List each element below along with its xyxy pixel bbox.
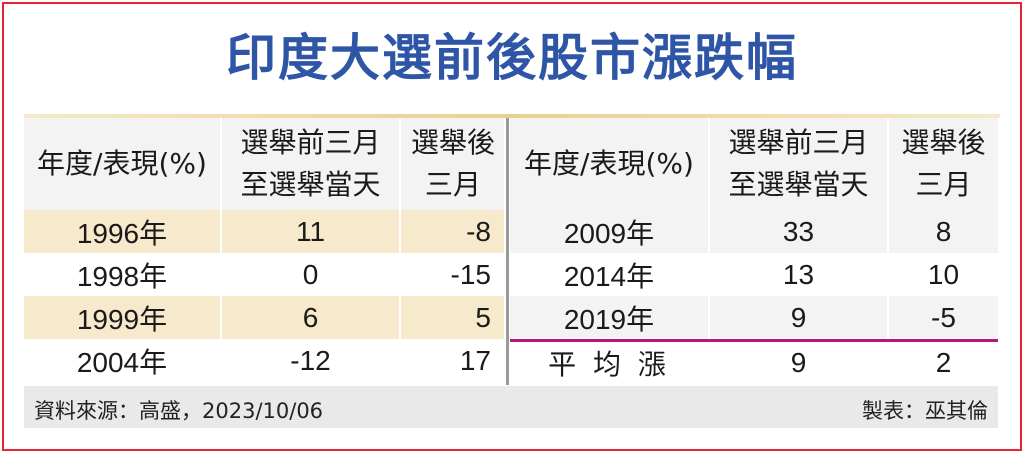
row-shade <box>510 210 998 253</box>
row-shade <box>510 296 998 339</box>
table-cell-year: 2014年 <box>563 260 655 292</box>
table-cell-before: 9 <box>790 346 807 378</box>
table-cell-after: -8 <box>466 215 491 247</box>
title-rule <box>24 114 1000 118</box>
header-before-left-line1: 選舉前三月 <box>240 126 381 159</box>
table-cell-average-label: 平 均 漲 <box>548 347 670 381</box>
footer-bar: 資料來源：高盛，2023/10/06 製表：巫其倫 <box>24 386 998 428</box>
column-separator <box>399 118 401 385</box>
header-after-left-line2: 三月 <box>424 168 481 201</box>
table-cell-year: 2004年 <box>76 347 168 378</box>
header-year-right: 年度/表現(%) <box>524 147 694 180</box>
header-after-left-line1: 選舉後 <box>410 126 495 159</box>
table-cell-before: 13 <box>782 258 815 290</box>
table-cell-before: 9 <box>790 301 807 333</box>
table-cell-after: 8 <box>935 215 952 247</box>
table-cell-after: 17 <box>459 345 491 376</box>
table-cell-before: -12 <box>290 345 331 376</box>
chart-title: 印度大選前後股市漲跌幅 <box>226 29 798 87</box>
table-divider <box>506 118 509 385</box>
header-after-right-line1: 選舉後 <box>901 126 986 159</box>
header-before-right-line2: 至選舉當天 <box>728 168 869 201</box>
column-separator <box>887 118 889 385</box>
header-after-right-line2: 三月 <box>915 168 972 201</box>
table-cell-year: 1998年 <box>76 260 168 292</box>
author-note: 製表：巫其倫 <box>862 399 988 423</box>
table-cell-before: 6 <box>302 301 319 333</box>
header-shade <box>24 118 504 210</box>
table-cell-year: 1999年 <box>76 303 168 335</box>
source-note: 資料來源：高盛，2023/10/06 <box>34 399 324 423</box>
table-cell-before: 11 <box>295 215 326 247</box>
table-cell-year: 2009年 <box>563 217 655 249</box>
header-year-left: 年度/表現(%) <box>37 147 207 180</box>
average-rule <box>510 339 998 342</box>
header-before-left-line2: 至選舉當天 <box>240 168 381 201</box>
table-cell-after: 10 <box>927 258 960 290</box>
row-stripe <box>24 210 504 253</box>
data-table: 年度/表現(%) 選舉前三月 至選舉當天 選舉後 三月 年度/表現(%) 選舉前… <box>24 118 998 385</box>
table-cell-after: -15 <box>450 258 491 290</box>
header-shade <box>510 118 998 210</box>
table-cell-before: 0 <box>302 258 319 290</box>
header-before-right-line1: 選舉前三月 <box>728 126 869 159</box>
column-separator <box>220 118 222 385</box>
table-cell-after: -5 <box>931 301 956 333</box>
column-separator <box>708 118 710 385</box>
table-cell-before: 33 <box>782 215 815 247</box>
table-cell-after: 5 <box>475 301 491 333</box>
table-cell-year: 2019年 <box>563 303 655 335</box>
table-cell-after: 2 <box>935 346 952 378</box>
row-stripe <box>24 296 504 339</box>
table-cell-year: 1996年 <box>76 217 168 249</box>
